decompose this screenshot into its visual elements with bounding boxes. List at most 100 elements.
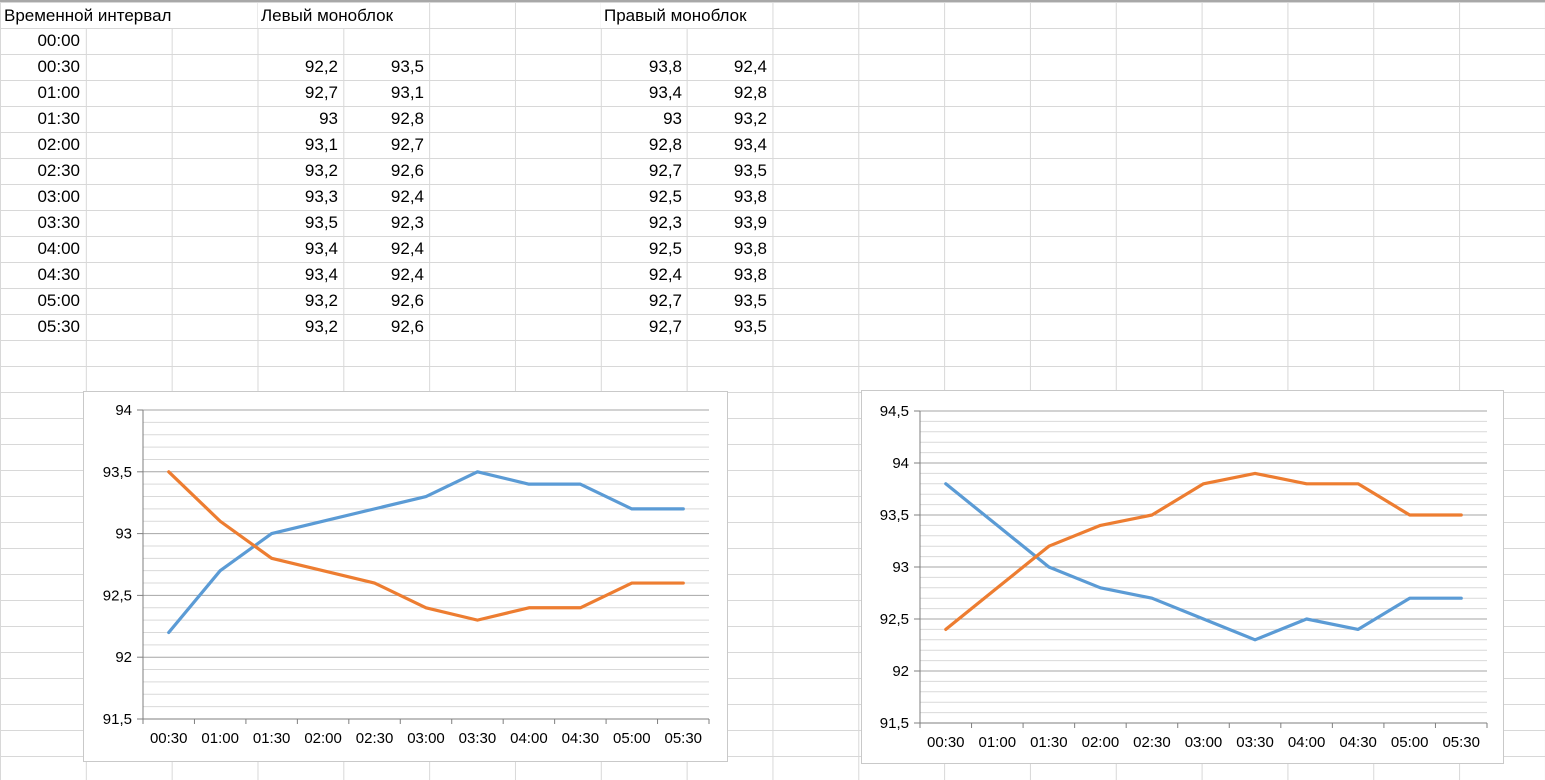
cell-right-value-2[interactable]: 93,9 bbox=[733, 213, 767, 232]
cell-time[interactable]: 05:00 bbox=[37, 291, 80, 310]
cell-left-value-1[interactable]: 93,2 bbox=[304, 291, 338, 310]
sheet-top-border bbox=[0, 0, 1545, 2]
cell-time[interactable]: 03:00 bbox=[37, 187, 80, 206]
x-axis-label: 04:30 bbox=[562, 730, 600, 747]
cell-left-value-2[interactable]: 93,1 bbox=[390, 83, 424, 102]
cell-left-value-2[interactable]: 92,8 bbox=[390, 109, 424, 128]
cell-left-value-1[interactable]: 93,2 bbox=[304, 161, 338, 180]
header-left-monoblock[interactable]: Левый моноблок bbox=[258, 3, 428, 28]
cell-right-value-1[interactable]: 92,5 bbox=[648, 187, 682, 206]
cell-time[interactable]: 01:00 bbox=[37, 83, 80, 102]
cell-right-value-2[interactable]: 93,5 bbox=[733, 317, 767, 336]
cell-left-value-1[interactable]: 93,3 bbox=[304, 187, 338, 206]
cell-left-value-1[interactable]: 92,7 bbox=[304, 83, 338, 102]
cell-right-value-1[interactable]: 92,5 bbox=[648, 239, 682, 258]
right-monoblock-chart-svg: 94,5 94 93,5 93 92,5 92 91,5 00:30 01:00 01:30 02:… bbox=[880, 403, 1488, 751]
cell-left-value-2[interactable]: 92,4 bbox=[390, 187, 424, 206]
cell-time[interactable]: 05:30 bbox=[37, 317, 80, 336]
x-axis-label: 01:30 bbox=[253, 730, 291, 747]
cell-time[interactable]: 03:30 bbox=[37, 213, 80, 232]
header-right-monoblock[interactable]: Правый моноблок bbox=[601, 3, 771, 28]
series-line-2 bbox=[944, 471, 1463, 631]
cell-right-value-2[interactable]: 93,4 bbox=[733, 135, 767, 154]
cell-right-value-1[interactable]: 93,8 bbox=[648, 57, 682, 76]
x-axis-label: 02:30 bbox=[1133, 734, 1171, 751]
cell-time[interactable]: 02:00 bbox=[37, 135, 80, 154]
x-axis-label: 02:00 bbox=[1082, 734, 1120, 751]
cell-right-value-2[interactable]: 93,5 bbox=[733, 291, 767, 310]
cell-right-value-1[interactable]: 92,3 bbox=[648, 213, 682, 232]
cell-right-value-1[interactable]: 92,4 bbox=[648, 265, 682, 284]
y-axis-label: 92,5 bbox=[103, 587, 132, 604]
y-axis-label: 94 bbox=[115, 402, 132, 419]
cell-right-value-2[interactable]: 93,8 bbox=[733, 239, 767, 258]
x-axis-label: 05:30 bbox=[664, 730, 702, 747]
y-axis-label: 91,5 bbox=[880, 715, 909, 732]
cell-right-value-1[interactable]: 92,7 bbox=[648, 317, 682, 336]
cell-left-value-2[interactable]: 92,4 bbox=[390, 265, 424, 284]
x-axis-label: 04:00 bbox=[510, 730, 548, 747]
y-axis-label: 92,5 bbox=[880, 611, 909, 628]
cell-right-value-2[interactable]: 93,5 bbox=[733, 161, 767, 180]
cell-left-value-1[interactable]: 93,1 bbox=[304, 135, 338, 154]
cell-left-value-1[interactable]: 93,2 bbox=[304, 317, 338, 336]
cell-time[interactable]: 02:30 bbox=[37, 161, 80, 180]
y-axis-label: 93 bbox=[115, 526, 132, 543]
cell-left-value-2[interactable]: 92,4 bbox=[390, 239, 424, 258]
cell-left-value-2[interactable]: 92,3 bbox=[390, 213, 424, 232]
cell-time[interactable]: 00:30 bbox=[37, 57, 80, 76]
left-monoblock-chart[interactable]: 94 93,5 93 92,5 92 91,5 00:30 01:00 01:30 02:00 02… bbox=[83, 391, 728, 762]
x-axis-label: 01:30 bbox=[1030, 734, 1068, 751]
x-axis-label: 03:30 bbox=[459, 730, 497, 747]
y-axis-label: 92 bbox=[115, 649, 132, 666]
cell-time[interactable]: 04:30 bbox=[37, 265, 80, 284]
right-monoblock-chart[interactable]: 94,5 94 93,5 93 92,5 92 91,5 00:30 01:00 01:30 02:… bbox=[861, 390, 1504, 764]
x-axis-label: 04:00 bbox=[1288, 734, 1326, 751]
cell-left-value-1[interactable]: 92,2 bbox=[304, 57, 338, 76]
cell-left-value-2[interactable]: 93,5 bbox=[390, 57, 424, 76]
cell-left-value-1[interactable]: 93,5 bbox=[304, 213, 338, 232]
x-axis-label: 05:00 bbox=[613, 730, 651, 747]
x-axis-label: 00:30 bbox=[927, 734, 965, 751]
cell-time[interactable]: 04:00 bbox=[37, 239, 80, 258]
cell-right-value-2[interactable]: 93,8 bbox=[733, 265, 767, 284]
x-axis-label: 02:30 bbox=[356, 730, 394, 747]
cell-time[interactable]: 00:00 bbox=[37, 31, 80, 50]
x-axis-label: 00:30 bbox=[150, 730, 188, 747]
cell-left-value-1[interactable]: 93,4 bbox=[304, 239, 338, 258]
cell-right-value-2[interactable]: 92,8 bbox=[733, 83, 767, 102]
cell-left-value-2[interactable]: 92,6 bbox=[390, 317, 424, 336]
x-axis-label: 01:00 bbox=[201, 730, 239, 747]
x-axis-label: 03:00 bbox=[407, 730, 445, 747]
cell-left-value-2[interactable]: 92,6 bbox=[390, 161, 424, 180]
cell-right-value-2[interactable]: 93,8 bbox=[733, 187, 767, 206]
cell-right-value-1[interactable]: 92,7 bbox=[648, 161, 682, 180]
y-axis-label: 93,5 bbox=[103, 464, 132, 481]
left-monoblock-chart-svg: 94 93,5 93 92,5 92 91,5 00:30 01:00 01:30 02:00 02… bbox=[103, 402, 710, 747]
cell-left-value-2[interactable]: 92,7 bbox=[390, 135, 424, 154]
cell-left-value-1[interactable]: 93,4 bbox=[304, 265, 338, 284]
cell-time[interactable]: 01:30 bbox=[37, 109, 80, 128]
series-line-2 bbox=[167, 470, 685, 622]
series-line-1 bbox=[944, 482, 1463, 642]
x-axis-label: 04:30 bbox=[1339, 734, 1377, 751]
cell-right-value-1[interactable]: 93,4 bbox=[648, 83, 682, 102]
cell-right-value-1[interactable]: 92,7 bbox=[648, 291, 682, 310]
y-axis-label: 94,5 bbox=[880, 403, 909, 420]
y-axis-label: 93,5 bbox=[880, 507, 909, 524]
cell-right-value-2[interactable]: 92,4 bbox=[733, 57, 767, 76]
x-axis-label: 03:30 bbox=[1236, 734, 1274, 751]
x-axis-label: 01:00 bbox=[979, 734, 1017, 751]
x-axis-label: 03:00 bbox=[1185, 734, 1223, 751]
cell-left-value-1[interactable]: 93 bbox=[319, 109, 338, 128]
cell-right-value-2[interactable]: 93,2 bbox=[733, 109, 767, 128]
header-time-interval[interactable]: Временной интервал bbox=[1, 3, 256, 28]
y-axis-label: 92 bbox=[892, 663, 909, 680]
cell-left-value-2[interactable]: 92,6 bbox=[390, 291, 424, 310]
cell-right-value-1[interactable]: 93 bbox=[663, 109, 682, 128]
x-axis-label: 05:00 bbox=[1391, 734, 1429, 751]
cell-right-value-1[interactable]: 92,8 bbox=[648, 135, 682, 154]
x-axis-label: 02:00 bbox=[304, 730, 342, 747]
y-axis-label: 91,5 bbox=[103, 711, 132, 728]
